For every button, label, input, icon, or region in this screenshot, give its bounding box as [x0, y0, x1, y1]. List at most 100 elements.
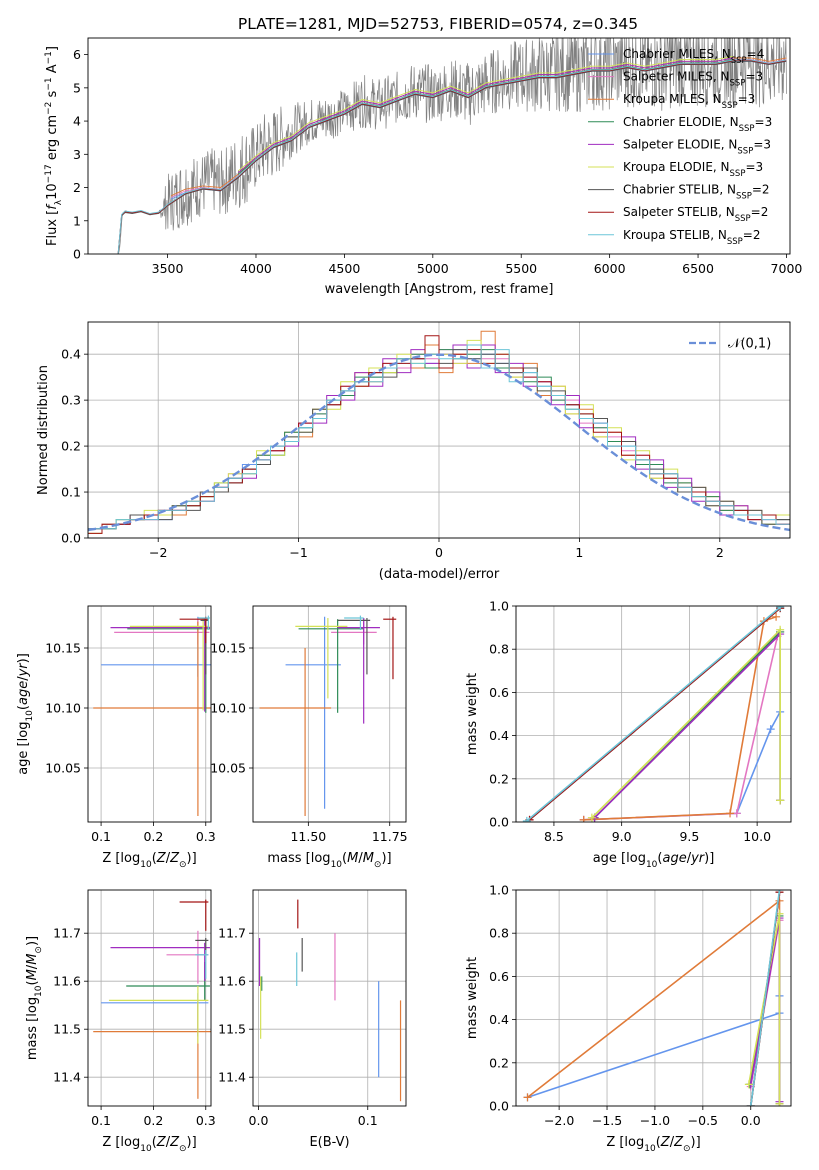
- point-kroupa-stelib: [344, 615, 364, 630]
- y-tick-label: 0.4: [61, 347, 81, 362]
- legend-label-kroupa-elodie: Kroupa ELODIE, NSSP=3: [623, 160, 763, 179]
- x-tick-label: 0: [435, 545, 443, 560]
- point-kroupa-elodie: [129, 618, 210, 711]
- plot-area: [523, 890, 784, 1106]
- x-tick-label: −0.5: [688, 1113, 718, 1128]
- legend-label-chabrier-elodie: Chabrier ELODIE, NSSP=3: [623, 115, 772, 134]
- curve-chabrier-miles: [523, 991, 784, 1102]
- model-line-chabrier-stelib: [117, 60, 787, 254]
- point-chabrier-elodie: [298, 619, 364, 713]
- point-chabrier-stelib: [195, 938, 209, 955]
- y-tick-label: 11.6: [218, 974, 246, 989]
- curve-marker: [523, 1093, 532, 1102]
- curve-marker: [766, 725, 775, 734]
- x-axis-label: (data-model)/error: [379, 567, 500, 582]
- curve-salpeter-elodie: [746, 914, 784, 1106]
- point-kroupa-stelib: [197, 615, 210, 630]
- y-tick-label: 11.5: [218, 1022, 246, 1037]
- y-tick-label: 11.4: [53, 1070, 81, 1085]
- point-chabrier-stelib: [337, 618, 371, 675]
- y-tick-label: 0.6: [489, 685, 509, 700]
- x-axis-label: age [log10(age/yr)]: [593, 851, 715, 870]
- axes-frame: [515, 889, 792, 1107]
- curve-marker: [746, 1102, 755, 1106]
- y-tick-label: 4: [73, 114, 81, 129]
- curve-marker: [775, 890, 784, 894]
- legend-label-salpeter-elodie: Salpeter ELODIE, NSSP=3: [623, 137, 771, 156]
- point-kroupa-miles: [93, 1002, 211, 1099]
- model-line-salpeter-elodie: [238, 57, 734, 173]
- y-tick-label: 1: [73, 213, 81, 228]
- curve-line: [527, 995, 781, 1099]
- x-tick-label: 9.0: [612, 829, 632, 844]
- histogram-kroupa-stelib: [88, 344, 790, 538]
- normal-curve: [88, 353, 790, 532]
- y-tick-label: 0.8: [489, 642, 509, 657]
- point-chabrier-miles: [101, 993, 209, 1037]
- panel-age-vs-Z: 0.1 0.2 0.3 10.05 10.10 10.15 Z [log10(Z/Z⊙)] a…: [16, 605, 216, 870]
- y-axis-label: Flux [fλ10−17 erg cm−2 s−1 A−1]: [44, 46, 64, 246]
- axes-frame: [252, 889, 407, 1107]
- y-tick-label: 0.4: [489, 1012, 509, 1027]
- curve-marker: [726, 809, 735, 818]
- panel-mass-vs-Z: 0.1 0.2 0.3 11.4 11.5 11.6 11.7 Z [log10(Z/Z⊙)]…: [25, 889, 216, 1154]
- y-axis-label: age [log10(age/yr)]: [16, 653, 35, 775]
- x-tick-label: 9.5: [679, 829, 699, 844]
- y-tick-label: 0.3: [61, 393, 81, 408]
- x-tick-label: 0.1: [91, 1113, 111, 1128]
- legend-label-kroupa-miles: Kroupa MILES, NSSP=3: [623, 92, 755, 111]
- y-tick-label: 0.6: [489, 969, 509, 984]
- point-salpeter-stelib: [383, 616, 397, 680]
- legend-label-salpeter-miles: Salpeter MILES, NSSP=3: [623, 70, 763, 89]
- plot-area: [259, 615, 397, 816]
- y-tick-label: 6: [73, 47, 81, 62]
- model-line-kroupa-elodie: [238, 55, 734, 172]
- y-tick-label: 10.15: [45, 641, 81, 656]
- legend-label-salpeter-stelib: Salpeter STELIB, NSSP=2: [623, 205, 768, 224]
- plot-area: [522, 606, 785, 822]
- point-kroupa-elodie: [108, 986, 209, 1044]
- y-tick-label: 0.1: [61, 485, 81, 500]
- model-line-kroupa-stelib: [117, 59, 787, 254]
- curve-kroupa-miles: [579, 612, 781, 822]
- x-axis-label: Z [log10(Z/Z⊙)]: [102, 851, 196, 870]
- x-tick-label: 6000: [594, 261, 626, 276]
- x-tick-label: 8.5: [544, 829, 564, 844]
- y-axis-label: mass [log10(M/M⊙)]: [25, 936, 44, 1060]
- curve-marker: [732, 809, 741, 818]
- curve-marker: [776, 625, 785, 634]
- y-tick-label: 0: [73, 247, 81, 262]
- x-tick-label: 0.0: [741, 1113, 761, 1128]
- axes-frame: [87, 321, 791, 539]
- curve-line: [527, 899, 781, 1104]
- y-tick-label: 0.2: [489, 771, 509, 786]
- curve-line: [583, 616, 777, 821]
- x-tick-label: 3500: [152, 261, 184, 276]
- axes-frame: [87, 37, 791, 255]
- legend-label-kroupa-stelib: Kroupa STELIB, NSSP=2: [623, 228, 761, 247]
- plot-area: [88, 330, 790, 538]
- y-tick-label: 2: [73, 180, 81, 195]
- point-salpeter-elodie: [110, 618, 210, 712]
- x-tick-label: −1: [289, 545, 307, 560]
- x-axis-label: wavelength [Angstrom, rest frame]: [325, 282, 554, 297]
- axes-frame: [515, 605, 792, 823]
- point-salpeter-miles: [114, 618, 210, 645]
- panel-age-vs-mass: 11.50 11.75 10.05 10.10 10.15 mass [log10(M/M…: [210, 605, 408, 870]
- y-axis-label: Normed distribution: [36, 365, 51, 495]
- point-kroupa-miles: [93, 621, 211, 816]
- x-tick-label: 0.1: [358, 1113, 378, 1128]
- point-salpeter-stelib: [179, 616, 209, 644]
- y-axis-label: mass weight: [465, 673, 480, 755]
- panel-mass-weight-vs-Z: −2.0 −1.5 −1.0 −0.5 0.0 0.0 0.2 0.4 0.6 0.8 1.0 Z […: [465, 883, 792, 1154]
- x-tick-label: 2: [716, 545, 724, 560]
- x-tick-label: 11.75: [372, 829, 408, 844]
- y-tick-label: 1.0: [489, 599, 509, 614]
- axes-frame: [252, 605, 407, 823]
- point-salpeter-miles: [166, 930, 209, 984]
- curve-marker: [579, 815, 588, 822]
- y-tick-label: 11.6: [53, 974, 81, 989]
- y-tick-label: 5: [73, 80, 81, 95]
- curve-line: [526, 606, 781, 822]
- curve-kroupa-stelib: [522, 606, 785, 822]
